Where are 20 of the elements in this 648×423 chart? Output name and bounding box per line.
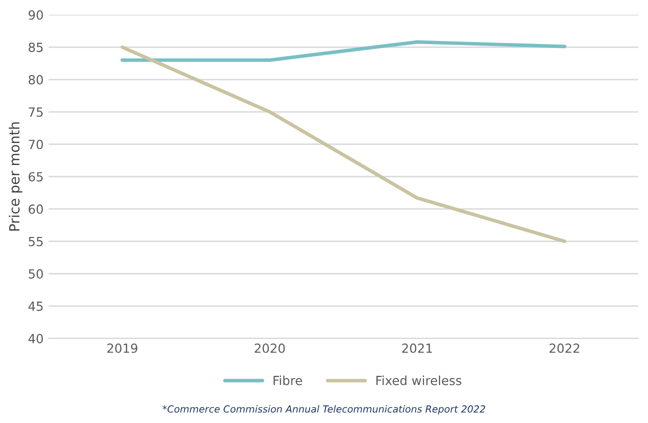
y-tick-label: 50 <box>28 269 43 279</box>
x-tick-label: 2020 <box>254 343 285 353</box>
text: *Commerce Commission Annual Telecommunications Report 2022 <box>162 405 486 415</box>
y-tick-label: 70 <box>28 140 43 150</box>
y-tick-label: 65 <box>28 172 43 182</box>
y-tick-label: 75 <box>28 108 43 117</box>
y-axis-title: Price per month <box>8 122 22 231</box>
x-tick-label: 2019 <box>107 343 138 353</box>
y-tick-label: 55 <box>28 236 43 246</box>
y-tick-label: 85 <box>28 42 43 52</box>
y-tick-label: 80 <box>28 74 43 84</box>
line-series <box>120 45 566 244</box>
legend-label: Fibre <box>274 376 302 386</box>
y-tick-label: 40 <box>28 334 43 344</box>
y-tick-label: 45 <box>28 302 43 311</box>
y-tick-label: 60 <box>28 204 43 214</box>
y-tick-label: 90 <box>28 10 43 20</box>
x-tick-label: 2021 <box>402 343 432 353</box>
legend-label: Fixed wireless <box>376 376 462 386</box>
x-tick-label: 2022 <box>550 343 580 353</box>
